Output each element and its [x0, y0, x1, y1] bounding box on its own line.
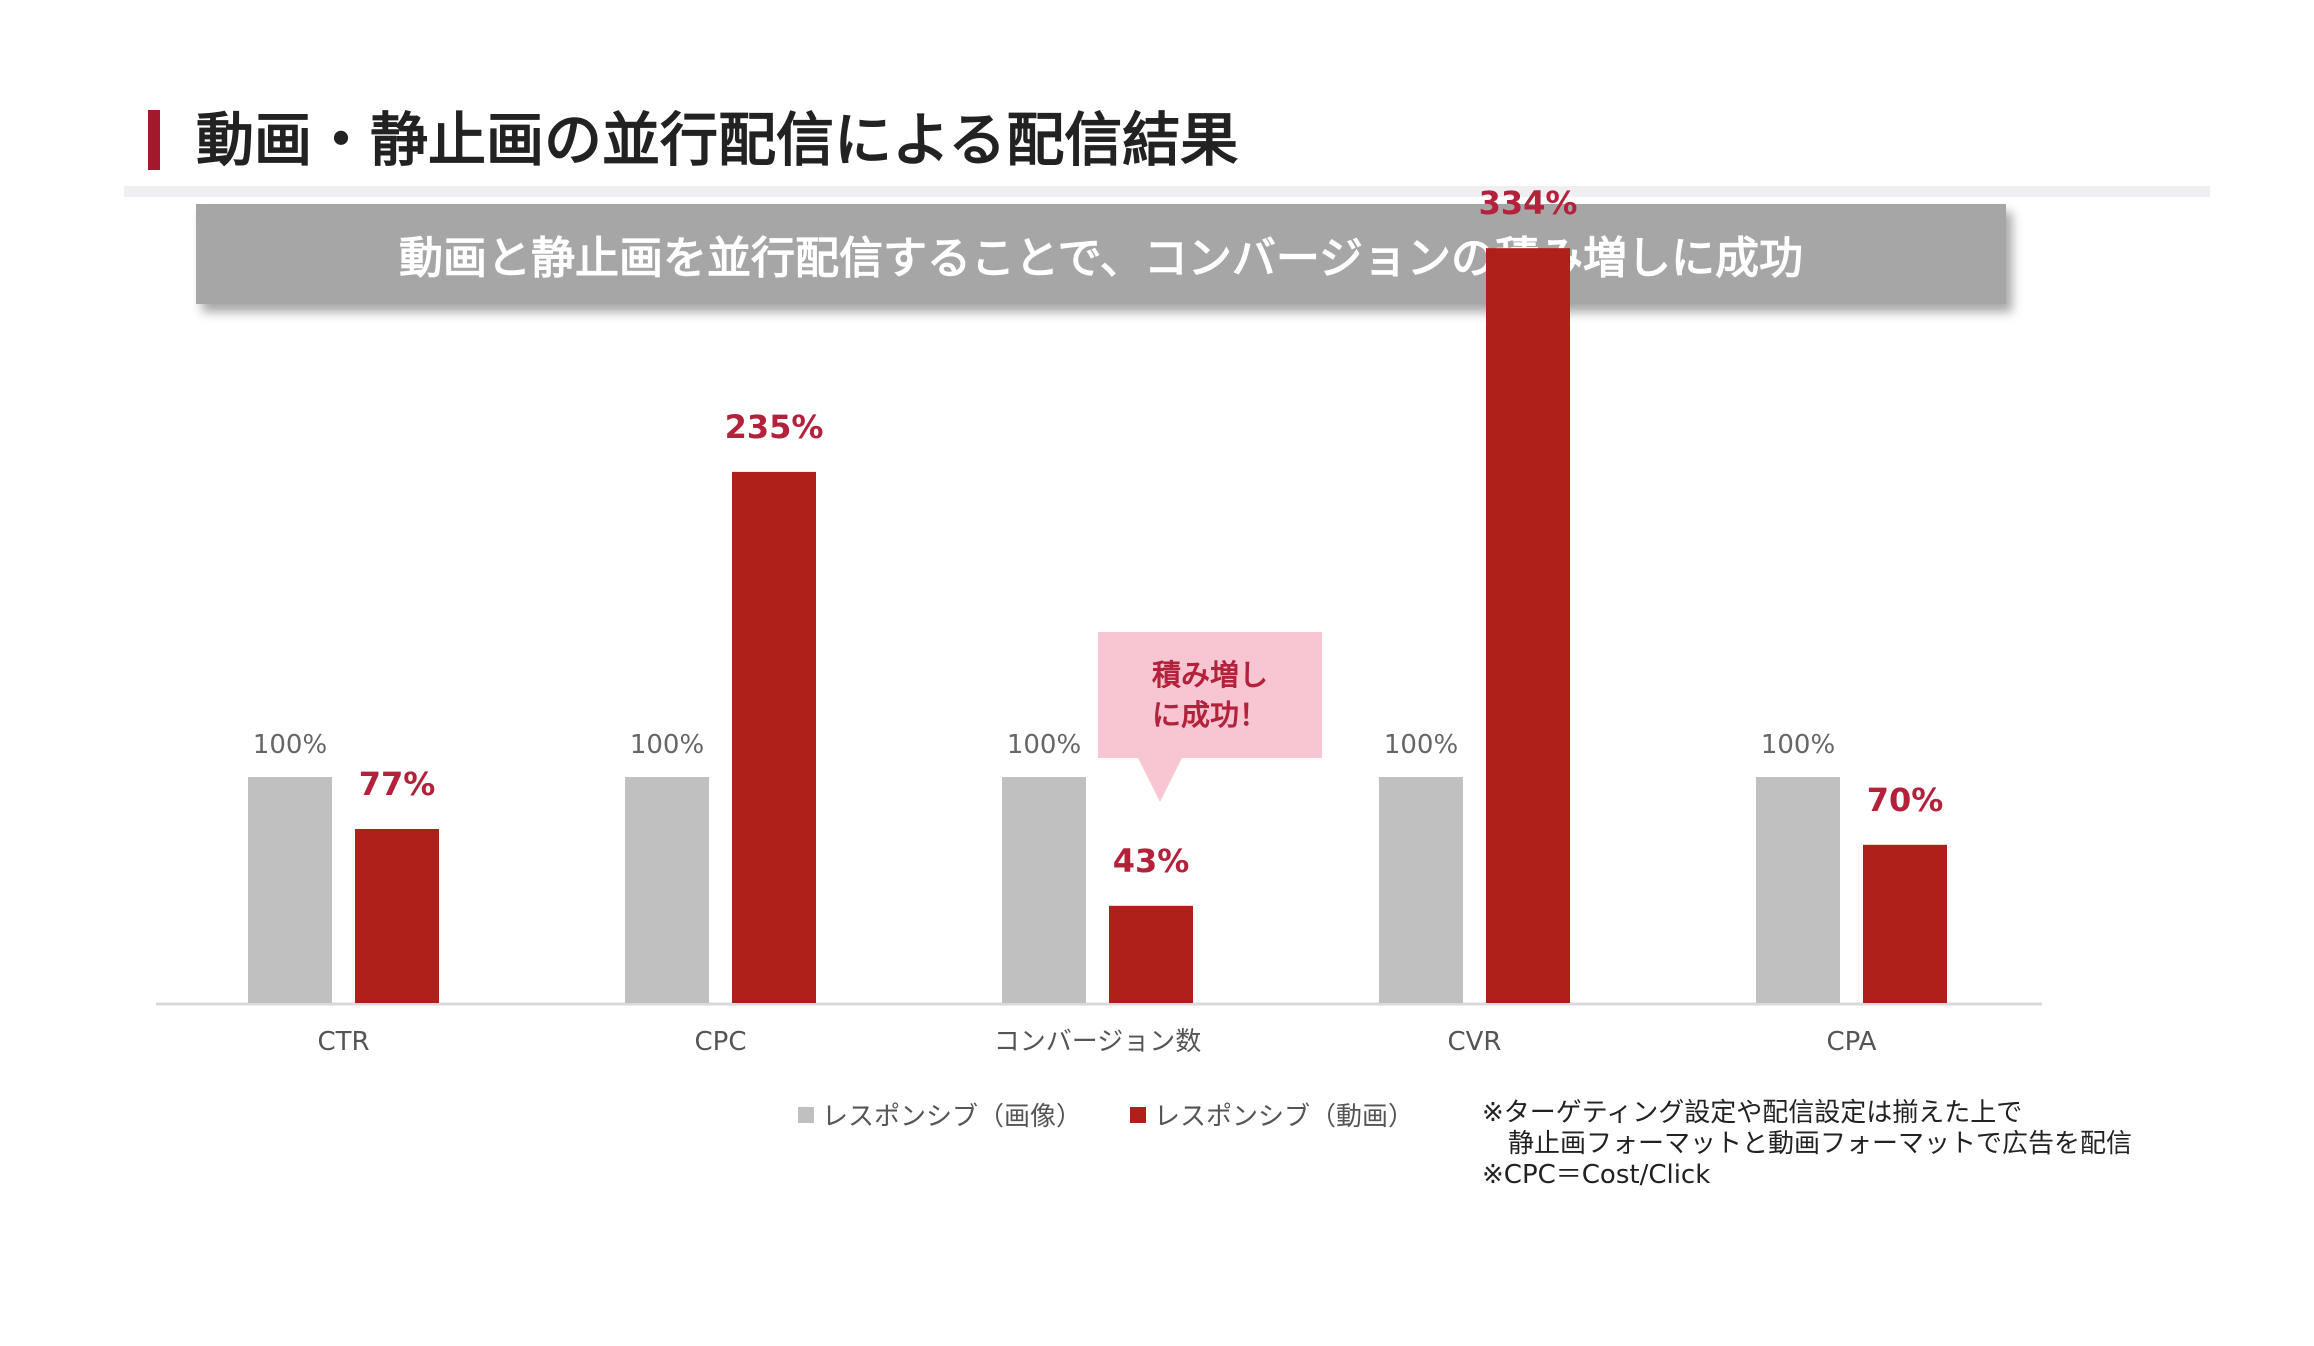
data-label-video-1: 235%	[725, 408, 824, 446]
category-label-0: CTR	[317, 1027, 369, 1057]
data-label-video-0: 77%	[359, 765, 436, 803]
data-label-image-0: 100%	[253, 730, 327, 760]
footnote-2: 静止画フォーマットと動画フォーマットで広告を配信	[1482, 1129, 2132, 1160]
bar-image-3	[1379, 777, 1463, 1003]
legend-swatch-video	[1130, 1107, 1146, 1123]
bar-image-4	[1756, 777, 1840, 1003]
bar-image-2	[1002, 777, 1086, 1003]
data-label-video-3: 334%	[1479, 184, 1578, 222]
legend-label-video: レスポンシブ（動画）	[1154, 1096, 1414, 1133]
category-label-2: コンバージョン数	[994, 1027, 1201, 1057]
data-label-image-1: 100%	[630, 730, 704, 760]
footnote-1: ※ターゲティング設定や配信設定は揃えた上で	[1482, 1098, 2132, 1129]
category-label-1: CPC	[695, 1027, 747, 1057]
callout-tail	[1138, 758, 1182, 802]
data-label-video-4: 70%	[1867, 781, 1944, 819]
legend-label-image: レスポンシブ（画像）	[822, 1096, 1082, 1133]
bar-image-0	[248, 777, 332, 1003]
data-label-image-2: 100%	[1007, 730, 1081, 760]
bar-video-2	[1109, 906, 1193, 1003]
bar-video-1	[732, 472, 816, 1003]
callout-line-1: 積み増し	[1152, 655, 1268, 695]
data-label-image-4: 100%	[1761, 730, 1835, 760]
legend-swatch-image	[798, 1107, 814, 1123]
category-label-3: CVR	[1447, 1027, 1501, 1057]
callout-line-2: に成功！	[1152, 695, 1268, 735]
footnote-3: ※CPC＝Cost/Click	[1482, 1160, 2132, 1191]
footnotes: ※ターゲティング設定や配信設定は揃えた上で 静止画フォーマットと動画フォーマット…	[1482, 1098, 2132, 1191]
legend-item-image: レスポンシブ（画像）	[798, 1096, 1082, 1133]
bar-video-4	[1863, 845, 1947, 1003]
legend-item-video: レスポンシブ（動画）	[1130, 1096, 1414, 1133]
data-label-video-2: 43%	[1113, 842, 1190, 880]
data-label-image-3: 100%	[1384, 730, 1458, 760]
bar-video-3	[1486, 248, 1570, 1003]
bar-video-0	[355, 829, 439, 1003]
category-label-4: CPA	[1827, 1027, 1877, 1057]
bar-image-1	[625, 777, 709, 1003]
callout-box: 積み増し に成功！	[1098, 632, 1322, 758]
